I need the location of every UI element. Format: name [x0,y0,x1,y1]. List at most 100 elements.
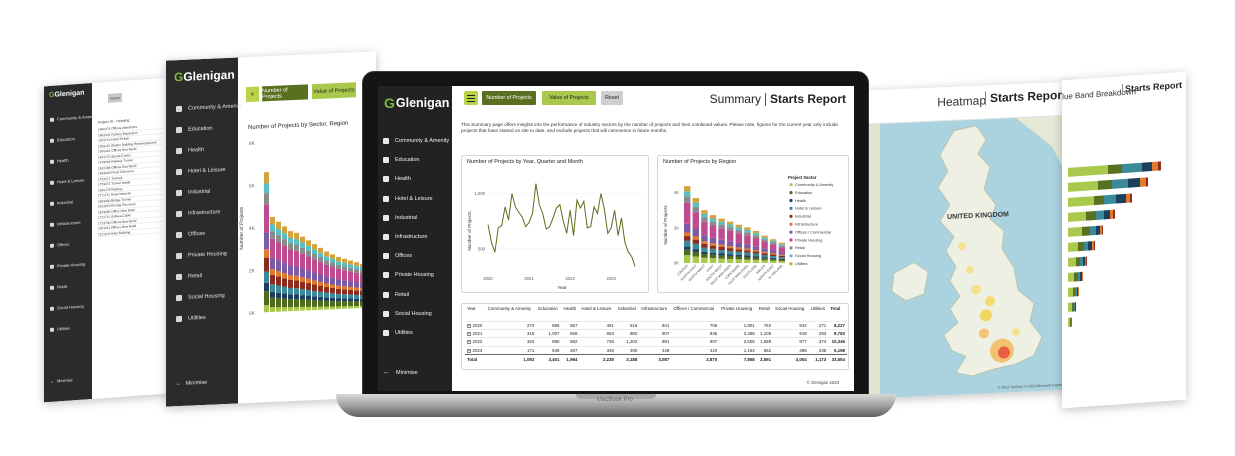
bar-segment[interactable] [761,251,768,254]
bar-segment[interactable] [752,235,760,239]
bar-segment[interactable] [727,246,734,249]
bar-segment[interactable] [709,237,717,244]
expand-icon[interactable]: + [467,340,471,345]
sidebar-item-retail[interactable]: Retail [383,291,409,298]
expand-icon[interactable]: + [467,348,471,353]
bar-segment[interactable] [718,218,725,222]
bar-segment[interactable] [709,225,717,238]
bar-segment[interactable] [761,235,768,238]
number-of-projects-button[interactable]: Number of Projects [482,91,536,105]
bar-segment[interactable] [709,218,717,222]
bar-segment[interactable] [735,259,742,263]
bar-segment[interactable] [684,223,691,233]
bar-segment[interactable] [684,246,691,250]
legend-entry[interactable]: Education [795,190,812,195]
bar-segment[interactable] [761,254,768,258]
bar-segment[interactable] [709,243,717,246]
column-header[interactable]: Education [538,306,558,311]
bar-segment[interactable] [701,254,708,258]
bar-segment[interactable] [718,258,725,263]
legend-entry[interactable]: Community & Amenity [795,182,833,187]
legend-entry[interactable]: Health [795,198,806,203]
bar-segment[interactable] [718,255,725,259]
bar-segment[interactable] [718,239,725,245]
bar-segment[interactable] [770,240,777,243]
bar-segment[interactable] [761,241,768,249]
bar-segment[interactable] [684,240,691,247]
sidebar-item-utilities[interactable]: Utilities [166,305,238,329]
bar-segment[interactable] [684,232,691,237]
bar-segment[interactable] [709,252,717,255]
bar-segment[interactable] [770,242,777,245]
table-row[interactable]: +2020 272 956 567 491 616 841 706 1,901 762 842 271… [465,320,847,330]
bar-segment[interactable] [761,239,768,242]
bar-segment[interactable] [744,250,751,253]
sidebar-item-health[interactable]: Health [383,176,411,183]
bar-segment[interactable] [778,244,785,246]
legend-entry[interactable]: Utilities [795,261,808,266]
bar-segment[interactable] [701,210,708,214]
line-chart-card[interactable]: Number of Projects by Year, Quarter and … [461,155,649,293]
bar-segment[interactable] [778,252,785,255]
bar-segment[interactable] [727,255,734,259]
bar-segment[interactable] [778,261,785,263]
bar-segment[interactable] [752,257,760,260]
sidebar-item-private-housing[interactable]: Private Housing [383,272,434,279]
bar-segment[interactable] [761,248,768,252]
bar-segment[interactable] [701,213,708,218]
table-row[interactable]: Total 1,092 3,401 1,984 2,228 3,188 3,087 2,870… [465,354,847,363]
bar-segment[interactable] [752,251,760,254]
bar-segment[interactable] [692,236,699,240]
bar-segment[interactable] [692,251,699,257]
bar-segment[interactable] [709,248,717,253]
bar-segment[interactable] [735,249,742,252]
legend-entry[interactable]: Industrial [795,214,811,219]
projects-line[interactable] [487,183,636,267]
bar-segment[interactable] [727,241,734,247]
sidebar-item-industrial[interactable]: Industrial [383,214,417,221]
bar-segment[interactable] [761,258,768,261]
panel1-reset-button[interactable]: Reset [108,92,122,103]
bar-segment[interactable] [744,235,751,245]
bar-segment[interactable] [735,251,742,255]
bar-segment[interactable] [727,250,734,255]
legend-entry[interactable]: Infrastructure [795,222,818,227]
bar-segment[interactable] [770,239,777,241]
bar-segment[interactable] [778,245,785,248]
bar-segment[interactable] [718,228,725,240]
panel2-minimise[interactable]: ← Minimise [176,379,208,387]
column-header[interactable]: Total [830,306,841,311]
bar-segment[interactable] [744,244,751,249]
bar-segment[interactable] [701,235,708,242]
bar-segment[interactable] [727,221,734,225]
bar-segment[interactable] [752,233,760,236]
bar-segment[interactable] [735,227,742,231]
bar-segment[interactable] [735,254,742,257]
bar-segment[interactable] [752,238,760,247]
bar-segment[interactable] [770,244,777,251]
bar-segment[interactable] [752,259,760,263]
column-header[interactable]: Social Housing [775,306,805,311]
bar-segment[interactable] [744,255,751,258]
bar-segment[interactable] [778,255,785,258]
bar-segment[interactable] [718,246,725,250]
bar-segment[interactable] [770,250,777,254]
bar-segment[interactable] [778,254,785,256]
bar-segment[interactable] [761,237,768,240]
bar-segment[interactable] [727,258,734,263]
bar-segment[interactable] [735,256,742,260]
sidebar-item-community-amenity[interactable]: Community & Amenity [383,138,449,144]
column-header[interactable]: Retail [758,306,770,311]
bar-segment[interactable] [701,217,708,222]
legend-entry[interactable]: Social Housing [795,253,821,258]
bar-segment[interactable] [778,247,785,253]
column-header[interactable]: Health [563,306,577,311]
sidebar-item-utilities[interactable]: Utilities [383,330,413,336]
bar-segment[interactable] [735,230,742,234]
bar-segment[interactable] [709,254,717,259]
bar-segment[interactable] [692,256,699,263]
panel1-minimise[interactable]: ← Minimise [50,377,73,384]
sidebar-item-infrastructure[interactable]: Infrastructure [383,234,427,240]
table-row[interactable]: +2021 315 1,007 568 653 880 907 845 2,288 1,109 91… [465,328,847,338]
bar-segment[interactable] [761,257,768,259]
